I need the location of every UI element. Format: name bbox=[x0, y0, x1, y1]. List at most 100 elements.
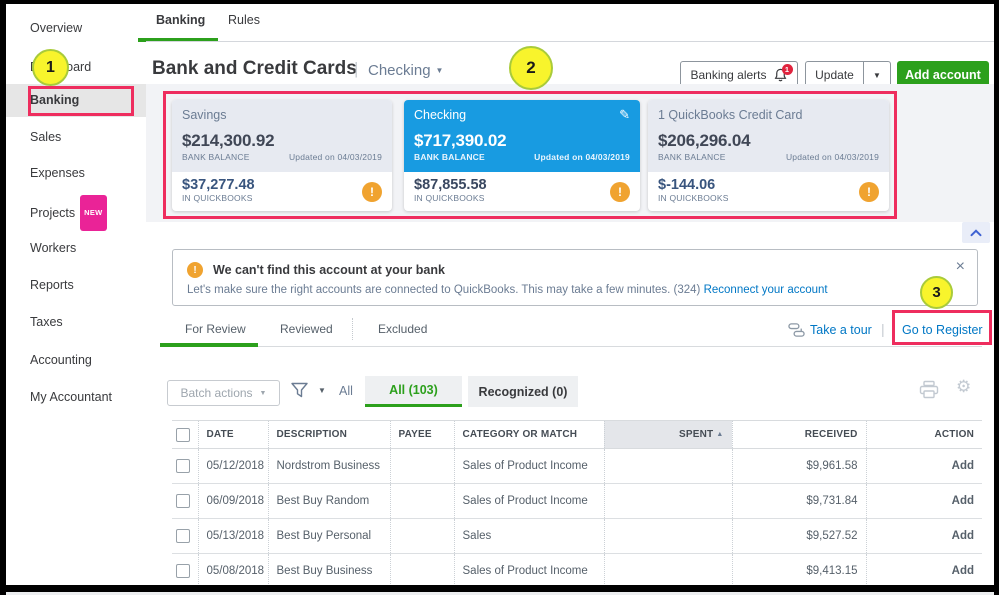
card-top-section: 1 QuickBooks Credit Card $206,296.04 BAN… bbox=[648, 100, 889, 172]
cell-description: Best Buy Business bbox=[267, 553, 390, 585]
close-icon[interactable]: × bbox=[956, 258, 965, 276]
warning-icon[interactable]: ! bbox=[859, 182, 879, 202]
quickbooks-balance-label: IN QUICKBOOKS bbox=[182, 193, 253, 203]
tab-for-review[interactable]: For Review bbox=[185, 322, 246, 336]
tab-rules[interactable]: Rules bbox=[228, 13, 260, 27]
chevron-down-icon: ▼ bbox=[435, 66, 444, 75]
links-divider: | bbox=[881, 321, 885, 337]
error-code: (324) bbox=[673, 284, 701, 296]
sidebar-item-workers[interactable]: Workers bbox=[6, 232, 146, 264]
table-row[interactable]: 05/08/2018 Best Buy Business Sales of Pr… bbox=[172, 553, 982, 585]
title-divider: | bbox=[354, 59, 359, 78]
bell-icon: 1 bbox=[773, 63, 793, 83]
bank-balance-amount: $717,390.02 bbox=[414, 131, 507, 150]
header-label: RECEIVED bbox=[804, 429, 858, 440]
account-card-savings[interactable]: Savings $214,300.92 BANK BALANCE Updated… bbox=[172, 100, 392, 211]
active-tab-underline bbox=[138, 38, 218, 42]
add-action-link[interactable]: Add bbox=[865, 518, 982, 554]
filter-chevron-down-icon[interactable]: ▼ bbox=[318, 386, 326, 395]
tab-reviewed[interactable]: Reviewed bbox=[280, 322, 333, 336]
edit-pencil-icon[interactable]: ✎ bbox=[619, 107, 630, 123]
annotation-step-3-marker: 3 bbox=[920, 276, 953, 309]
table-header-row: DATE DESCRIPTION PAYEE CATEGORY OR MATCH… bbox=[172, 420, 982, 449]
sidebar-item-expenses[interactable]: Expenses bbox=[6, 157, 146, 189]
caret-glyph: ▼ bbox=[318, 386, 326, 395]
account-selector-dropdown[interactable]: Checking ▼ bbox=[368, 62, 443, 79]
select-all-checkbox[interactable] bbox=[176, 427, 190, 442]
column-header-category[interactable]: CATEGORY OR MATCH bbox=[453, 420, 604, 449]
pencil-glyph: ✎ bbox=[619, 107, 630, 122]
column-header-payee[interactable]: PAYEE bbox=[389, 420, 454, 449]
row-checkbox[interactable] bbox=[176, 529, 190, 543]
go-to-register-link[interactable]: Go to Register bbox=[902, 323, 983, 337]
filter-funnel-icon[interactable] bbox=[290, 382, 309, 404]
tab-excluded[interactable]: Excluded bbox=[378, 322, 427, 336]
account-card-checking[interactable]: Checking ✎ $717,390.02 BANK BALANCE Upda… bbox=[404, 100, 640, 211]
row-checkbox[interactable] bbox=[176, 459, 190, 473]
updated-date: Updated on 04/03/2019 bbox=[785, 152, 879, 162]
cell-date: 05/12/2018 bbox=[197, 448, 268, 484]
column-header-spent[interactable]: SPENT ▲ bbox=[603, 420, 732, 449]
sidebar-item-reports[interactable]: Reports bbox=[6, 269, 146, 301]
filter-all-label: All bbox=[339, 384, 353, 398]
gear-icon[interactable]: ⚙ bbox=[956, 377, 971, 397]
column-header-date[interactable]: DATE bbox=[197, 420, 268, 449]
table-row[interactable]: 05/12/2018 Nordstrom Business Sales of P… bbox=[172, 448, 982, 484]
tab-label: Reviewed bbox=[280, 322, 333, 336]
add-action-link[interactable]: Add bbox=[865, 553, 982, 585]
cell-category: Sales of Product Income bbox=[453, 553, 604, 585]
tabbar-divider bbox=[146, 41, 994, 42]
table-row[interactable]: 05/13/2018 Best Buy Personal Sales $9,52… bbox=[172, 518, 982, 554]
tab-label: All (103) bbox=[389, 383, 438, 397]
new-badge: NEW bbox=[80, 195, 107, 231]
cell-category: Sales of Product Income bbox=[453, 448, 604, 484]
warning-icon[interactable]: ! bbox=[610, 182, 630, 202]
account-card-credit-card[interactable]: 1 QuickBooks Credit Card $206,296.04 BAN… bbox=[648, 100, 889, 211]
add-action-link[interactable]: Add bbox=[865, 483, 982, 519]
add-action-link[interactable]: Add bbox=[865, 448, 982, 484]
batch-actions-dropdown[interactable]: Batch actions ▼ bbox=[167, 380, 280, 406]
tab-banking[interactable]: Banking bbox=[156, 13, 205, 27]
sort-ascending-icon: ▲ bbox=[716, 431, 724, 438]
chevron-up-icon bbox=[970, 224, 982, 242]
warning-message: Let's make sure the right accounts are c… bbox=[187, 284, 828, 296]
annotation-step-number: 1 bbox=[46, 58, 55, 76]
quickbooks-balance-label: IN QUICKBOOKS bbox=[658, 193, 729, 203]
sidebar-item-taxes[interactable]: Taxes bbox=[6, 306, 146, 338]
sidebar-item-label: Reports bbox=[30, 278, 74, 292]
sidebar-item-projects[interactable]: Projects NEW bbox=[6, 195, 146, 231]
cell-received: $9,413.15 bbox=[731, 553, 866, 585]
clipped-row-sliver bbox=[6, 592, 994, 595]
sidebar-item-dashboard[interactable]: Dashboard bbox=[6, 51, 146, 83]
reconnect-account-link[interactable]: Reconnect your account bbox=[703, 284, 828, 296]
card-top-section: Checking ✎ $717,390.02 BANK BALANCE Upda… bbox=[404, 100, 640, 172]
alerts-count-badge: 1 bbox=[781, 63, 793, 75]
header-label: DATE bbox=[206, 429, 234, 440]
print-icon[interactable] bbox=[918, 380, 940, 405]
warning-icon[interactable]: ! bbox=[362, 182, 382, 202]
row-checkbox[interactable] bbox=[176, 564, 190, 578]
tab-label: Recognized (0) bbox=[478, 384, 568, 399]
warning-message-text: Let's make sure the right accounts are c… bbox=[187, 284, 671, 296]
sidebar-item-label: Banking bbox=[30, 93, 80, 107]
sidebar-item-sales[interactable]: Sales bbox=[6, 121, 146, 153]
tab-label: For Review bbox=[185, 322, 246, 336]
tour-icon bbox=[788, 322, 805, 343]
chevron-down-icon: ▼ bbox=[873, 70, 881, 80]
cell-received: $9,527.52 bbox=[731, 518, 866, 554]
filter-tab-recognized[interactable]: Recognized (0) bbox=[468, 376, 578, 407]
sidebar-item-my-accountant[interactable]: My Accountant bbox=[6, 381, 146, 413]
page-title: Bank and Credit Cards bbox=[152, 58, 357, 79]
row-checkbox[interactable] bbox=[176, 494, 190, 508]
take-a-tour-link[interactable]: Take a tour bbox=[810, 323, 872, 337]
table-row[interactable]: 06/09/2018 Best Buy Random Sales of Prod… bbox=[172, 483, 982, 519]
column-header-received[interactable]: RECEIVED bbox=[731, 420, 866, 449]
sidebar-item-overview[interactable]: Overview bbox=[6, 12, 146, 44]
sidebar-item-label: Accounting bbox=[30, 353, 92, 367]
column-header-description[interactable]: DESCRIPTION bbox=[267, 420, 390, 449]
sidebar-item-banking[interactable]: Banking bbox=[6, 84, 146, 117]
filter-tab-all[interactable]: All (103) bbox=[365, 376, 462, 407]
account-name: Checking bbox=[414, 108, 467, 122]
collapse-cards-button[interactable] bbox=[962, 222, 990, 243]
sidebar-item-accounting[interactable]: Accounting bbox=[6, 344, 146, 376]
